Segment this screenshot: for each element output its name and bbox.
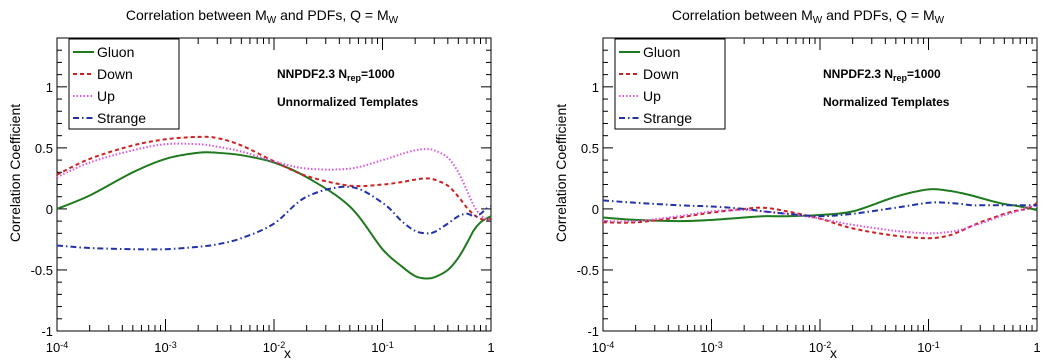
x-tick-label: 10-3 — [154, 340, 176, 355]
chart-panel-2: Correlation between MW and PDFs, Q = MW -… — [553, 7, 1041, 360]
legend-label-strange: Strange — [97, 110, 146, 126]
y-tick-label: 1 — [592, 80, 599, 95]
y-tick-label: -1 — [587, 324, 599, 339]
y-tick-label: 0.5 — [581, 141, 599, 156]
y-tick-label: 0.5 — [35, 141, 53, 156]
series-line-strange — [56, 185, 492, 251]
x-tick-label: 1 — [1033, 340, 1040, 355]
series-line-down — [56, 135, 492, 221]
x-tick-label: 10-4 — [46, 340, 68, 355]
legend-label-up: Up — [643, 88, 661, 104]
y-tick-label: 0 — [592, 202, 599, 217]
y-axis-label: Correlation Coefficient — [553, 104, 569, 242]
legend-box — [68, 38, 180, 130]
y-axis-label: Correlation Coefficient — [7, 104, 23, 242]
annotation-dataset: NNPDF2.3 Nrep=1000 — [823, 67, 941, 83]
legend-label-down: Down — [97, 66, 133, 82]
legend-label-gluon: Gluon — [97, 44, 134, 60]
series-line-strange — [602, 199, 1037, 218]
x-tick-label: 10-2 — [263, 340, 285, 355]
x-tick-label: 1 — [487, 340, 494, 355]
x-tick-label: 10-3 — [700, 340, 722, 355]
legend: Gluon Down Up Strange — [614, 38, 726, 130]
series-line-up — [602, 204, 1038, 235]
series-line-gluon — [56, 151, 492, 280]
y-tick-label: 1 — [46, 80, 53, 95]
y-tick-label: -0.5 — [31, 263, 53, 278]
annotation-templates: Normalized Templates — [823, 95, 950, 109]
y-tick-label: 0 — [46, 202, 53, 217]
legend-label-up: Up — [97, 88, 115, 104]
x-tick-label: 10-4 — [592, 340, 614, 355]
chart-title: Correlation between MW and PDFs, Q = MW — [126, 7, 399, 26]
annotation-dataset: NNPDF2.3 Nrep=1000 — [277, 67, 395, 83]
series-line-up — [56, 142, 492, 221]
legend: Gluon Down Up Strange — [68, 38, 180, 130]
x-tick-label: 10-1 — [371, 340, 393, 355]
chart-title: Correlation between MW and PDFs, Q = MW — [672, 7, 945, 26]
x-axis-label: x — [830, 345, 837, 360]
legend-label-gluon: Gluon — [643, 44, 680, 60]
y-tick-label: -1 — [41, 324, 53, 339]
y-tick-label: -0.5 — [577, 263, 599, 278]
x-axis-label: x — [284, 345, 291, 360]
chart-panel-1: Correlation between MW and PDFs, Q = MW -… — [7, 7, 495, 360]
annotation-templates: Unnormalized Templates — [277, 95, 418, 109]
x-tick-label: 10-2 — [809, 340, 831, 355]
x-tick-label: 10-1 — [917, 340, 939, 355]
legend-box — [614, 38, 726, 130]
legend-label-down: Down — [643, 66, 679, 82]
legend-label-strange: Strange — [643, 110, 692, 126]
